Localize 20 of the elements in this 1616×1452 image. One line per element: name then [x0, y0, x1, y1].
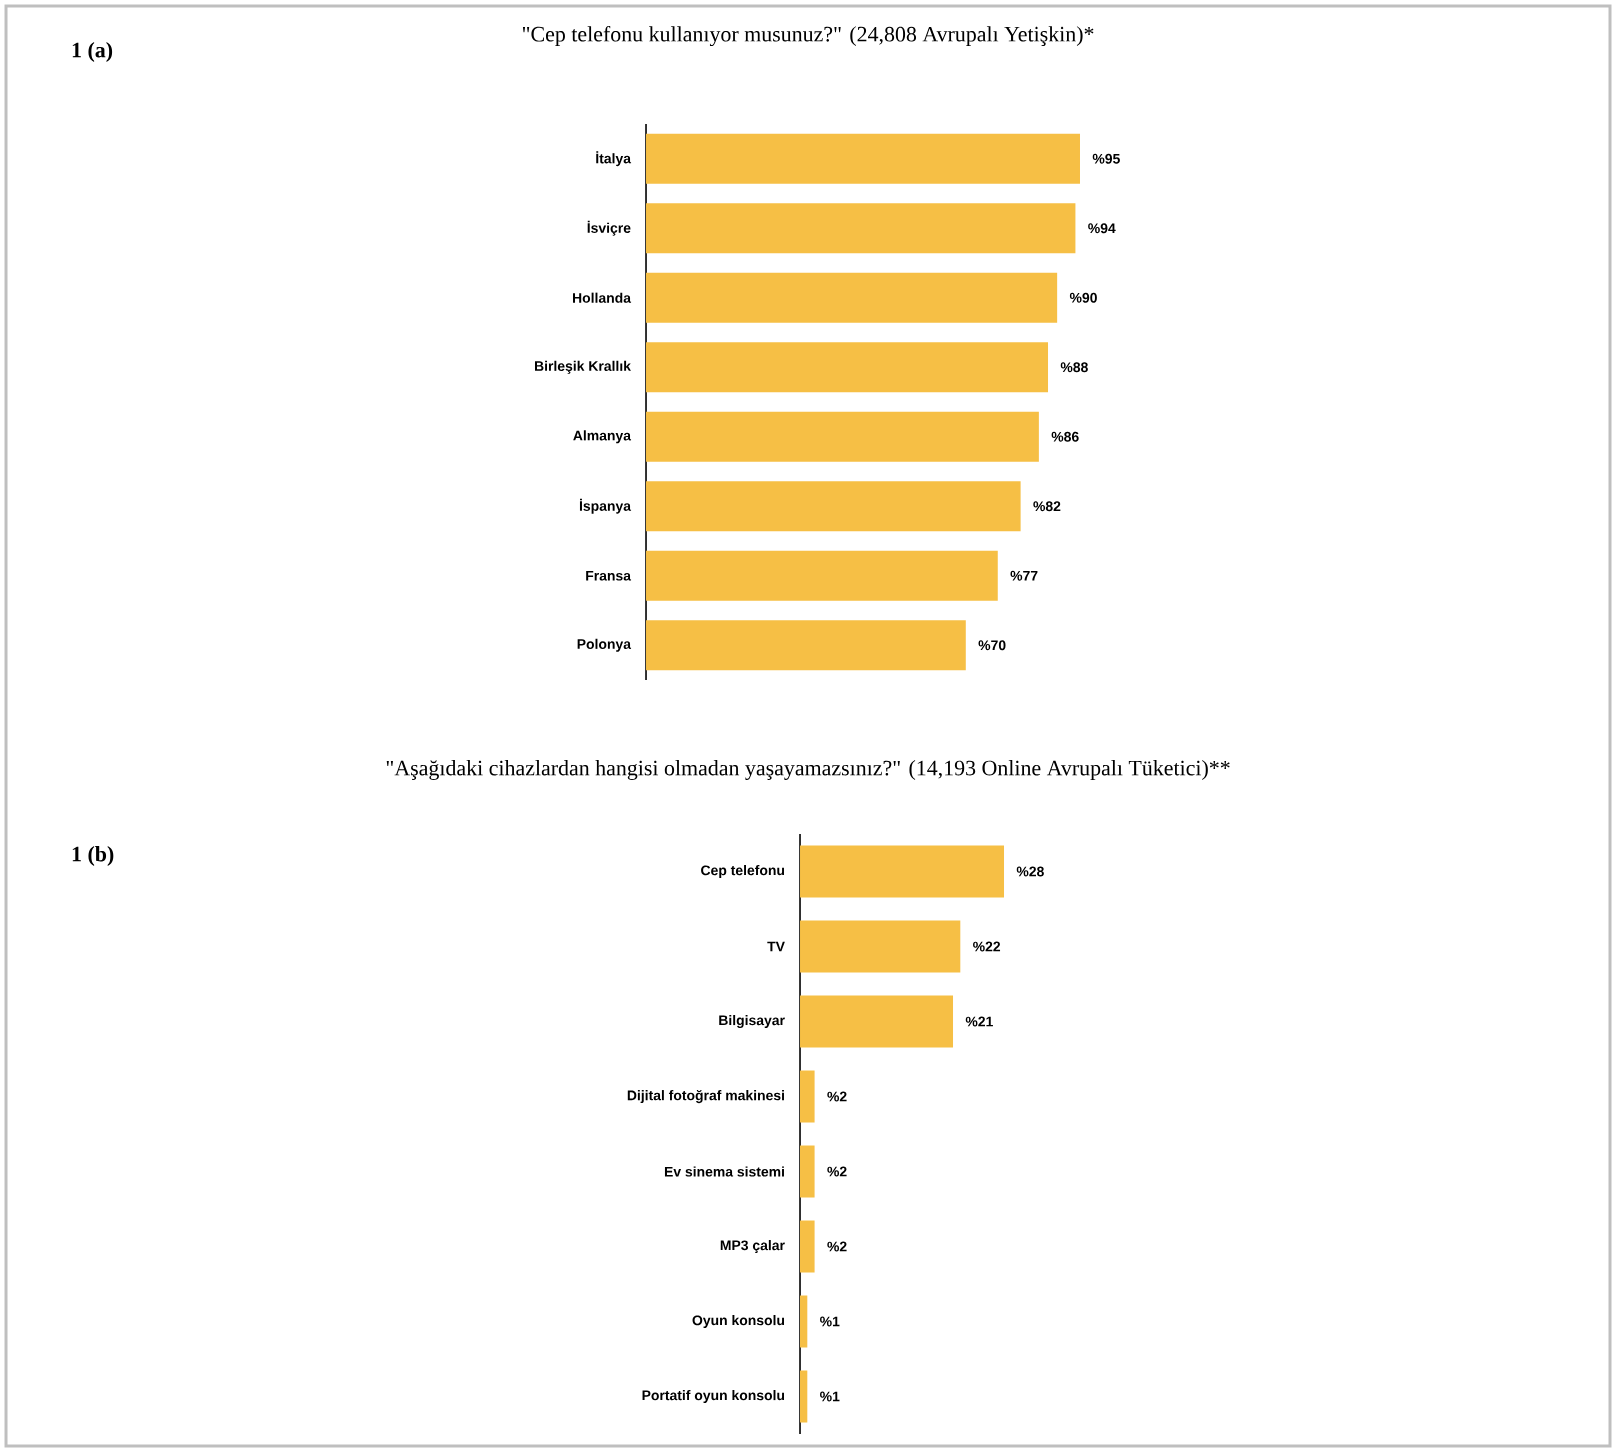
- bar: [800, 995, 954, 1048]
- bar: [800, 845, 1005, 898]
- bar: [800, 1145, 815, 1198]
- bar: [800, 920, 961, 973]
- bar: [800, 1295, 808, 1348]
- bar: [800, 1070, 815, 1123]
- chart-title: "Aşağıdaki cihazlardan hangisi olmadan yaşayamazsınız?" (14,193 Online Avrupalı Tüketici)**: [386, 760, 1230, 780]
- bar: [646, 272, 1058, 323]
- bar: [646, 481, 1021, 532]
- bar: [646, 133, 1080, 184]
- chart-title: "Cep telefonu kullanıyor musunuz?" (24,808 Avrupalı Yetişkin)*: [522, 25, 1094, 47]
- bar: [800, 1370, 808, 1423]
- text: 1 (a): [72, 42, 113, 62]
- bar: [646, 342, 1049, 393]
- bar: [646, 411, 1039, 462]
- bar: [646, 203, 1076, 254]
- bar: [800, 1220, 815, 1273]
- bar: [646, 620, 966, 671]
- text: 1 (b): [72, 846, 114, 866]
- bar: [646, 550, 998, 601]
